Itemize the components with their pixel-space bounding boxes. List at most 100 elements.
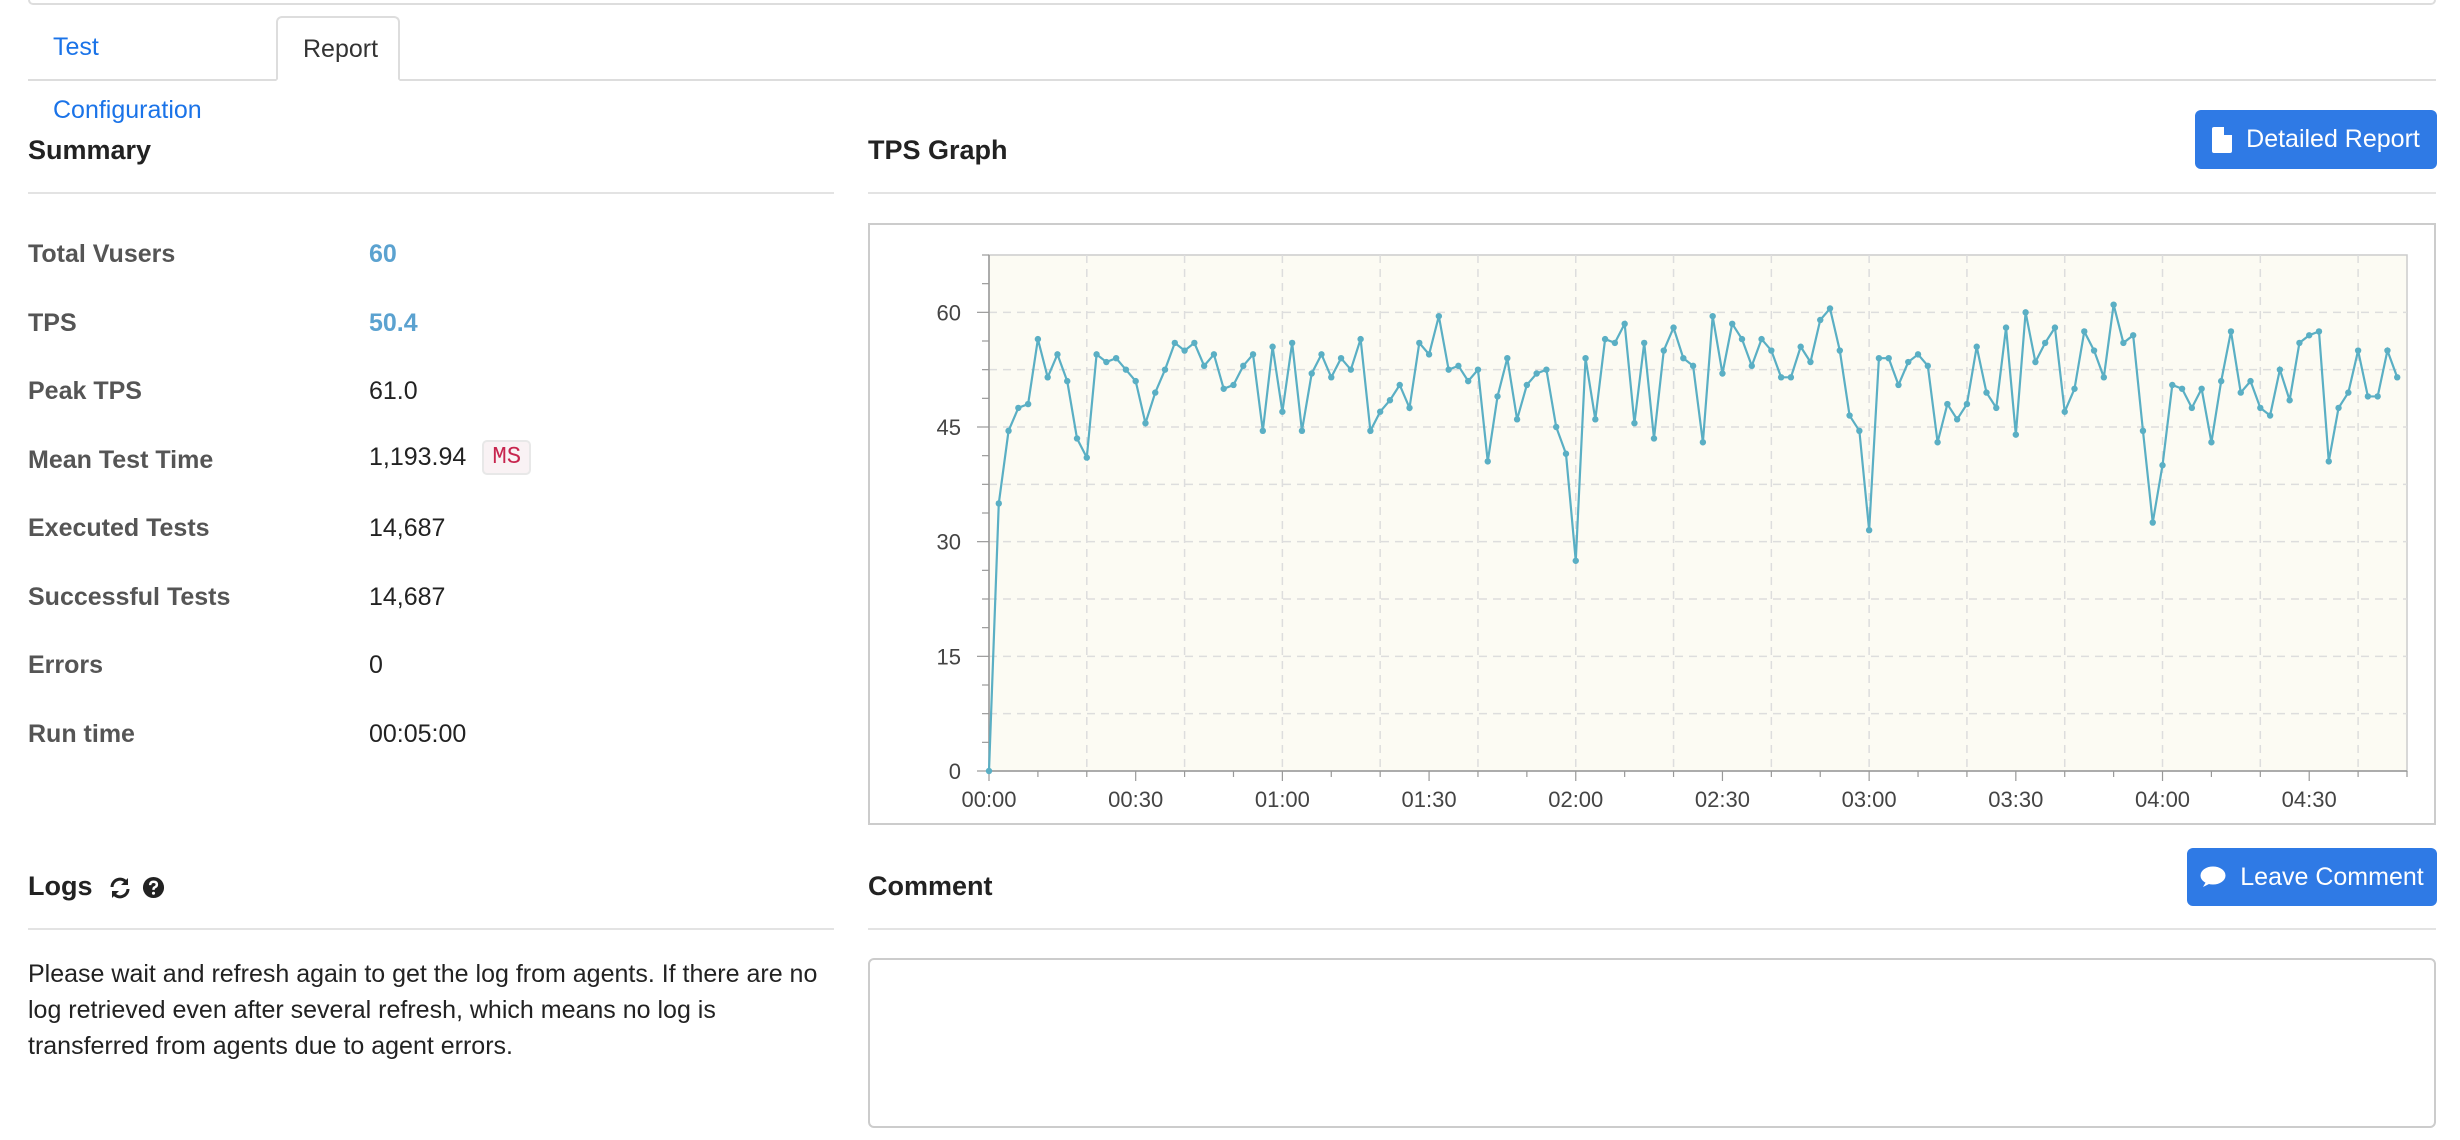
tps-point (2012, 431, 2020, 438)
x-tick-label: 02:30 (1695, 787, 1750, 812)
tab-report[interactable]: Report (276, 16, 400, 81)
plot-area (988, 254, 2408, 772)
tps-point (1308, 370, 1315, 377)
logs-message: Please wait and refresh again to get the… (28, 960, 818, 1060)
tps-point (1054, 351, 1061, 358)
tps-point (2081, 328, 2088, 335)
tps-point (2071, 385, 2078, 392)
tps-point (1729, 320, 1736, 327)
errors-value: 0 (369, 651, 383, 679)
tab-test-configuration[interactable]: Test Configuration (53, 33, 202, 124)
refresh-icon[interactable] (108, 876, 132, 900)
tps-point (1161, 366, 1169, 373)
tps-chart: 0 15 30 45 60 00:00 00:30 01:00 01:30 02:00 02:30 0… (937, 254, 2408, 812)
tps-value: 50.4 (369, 309, 418, 337)
tps-point (1259, 427, 1267, 435)
tps-point (2257, 404, 2264, 412)
tps-point (1200, 362, 1208, 370)
tps-point (1240, 362, 1247, 370)
errors-label: Errors (28, 651, 104, 679)
tps-point (2247, 377, 2254, 385)
tps-point (2051, 324, 2059, 331)
tps-point (2335, 404, 2342, 412)
tps-point (1523, 381, 1531, 389)
tps-point (1768, 347, 1775, 354)
tps-point (1093, 351, 1100, 358)
x-tick-label: 03:00 (1842, 787, 1897, 812)
tps-point (2090, 347, 2098, 354)
tps-point (995, 500, 1002, 507)
tps-point (1015, 404, 1022, 412)
tps-divider (868, 192, 2436, 194)
tps-point (2315, 328, 2323, 335)
tps-point (1699, 439, 1707, 446)
ms-unit-badge: MS (482, 440, 532, 475)
tps-point (1787, 374, 1795, 381)
tps-point (1171, 339, 1179, 347)
tps-point (2345, 389, 2352, 396)
tps-chart-frame: 0 15 30 45 60 00:00 00:30 01:00 01:30 02:00 02:30 0… (868, 223, 2436, 825)
tps-point (2100, 374, 2108, 381)
x-tick-label: 01:00 (1255, 787, 1310, 812)
detailed-report-label: Detailed Report (2246, 125, 2420, 153)
tps-point (1758, 335, 1765, 343)
tps-point (1064, 377, 1071, 385)
tps-point (1641, 339, 1648, 347)
tps-point (1142, 419, 1149, 427)
x-tick-label: 02:00 (1548, 787, 1603, 812)
leave-comment-button[interactable]: Leave Comment (2187, 848, 2437, 906)
tps-point (1122, 366, 1130, 373)
tps-point (1797, 343, 1804, 350)
tps-point (1024, 400, 1032, 408)
tps-point (2002, 324, 2010, 331)
tps-point (2178, 385, 2186, 392)
tps-point (2374, 393, 2381, 400)
tps-point (2129, 332, 2137, 339)
tps-point (1513, 416, 1521, 423)
tps-point (1494, 393, 1501, 400)
tps-point (1132, 377, 1139, 385)
tps-point (2217, 377, 2225, 385)
tps-point (2120, 339, 2127, 347)
x-tick-label: 00:30 (1108, 787, 1163, 812)
peak-tps-value: 61.0 (369, 377, 418, 405)
x-tick-label: 03:30 (1988, 787, 2043, 812)
comment-textarea[interactable] (868, 958, 2436, 1128)
tps-point (1650, 435, 1658, 442)
tps-point (1611, 339, 1619, 347)
tps-point (1083, 454, 1090, 461)
tps-point (2208, 439, 2215, 446)
successful-tests-value: 14,687 (369, 583, 446, 611)
tps-point (1210, 351, 1218, 358)
tps-point (1406, 404, 1413, 412)
tps-point (1631, 419, 1638, 427)
y-tick-label: 45 (937, 415, 961, 440)
total-vusers-label: Total Vusers (28, 240, 176, 268)
tps-point (1396, 381, 1403, 389)
mean-test-time-label: Mean Test Time (28, 446, 214, 474)
tps-point (1582, 355, 1589, 362)
tps-point (1474, 366, 1482, 373)
tps-point (1963, 400, 1971, 408)
question-circle-icon[interactable] (142, 876, 165, 899)
tps-point (1572, 557, 1579, 564)
y-tick-label: 0 (949, 759, 961, 784)
tps-point (2149, 519, 2156, 526)
tps-point (2032, 358, 2039, 366)
y-tick-label: 30 (937, 530, 961, 555)
tps-point (2022, 309, 2029, 316)
tps-point (1934, 439, 1941, 446)
tps-point (1895, 381, 1902, 389)
tps-point (1425, 351, 1433, 358)
detailed-report-button[interactable]: Detailed Report (2195, 110, 2437, 169)
tps-point (1905, 358, 1912, 366)
tps-point (1464, 377, 1472, 385)
tps-point (1367, 427, 1374, 435)
tps-point (2276, 366, 2284, 373)
tps-point (1279, 408, 1286, 415)
tps-point (1748, 362, 1755, 370)
successful-tests-label: Successful Tests (28, 583, 231, 611)
tps-point (1347, 366, 1355, 373)
tps-point (2188, 404, 2196, 412)
tps-point (1298, 427, 1306, 435)
